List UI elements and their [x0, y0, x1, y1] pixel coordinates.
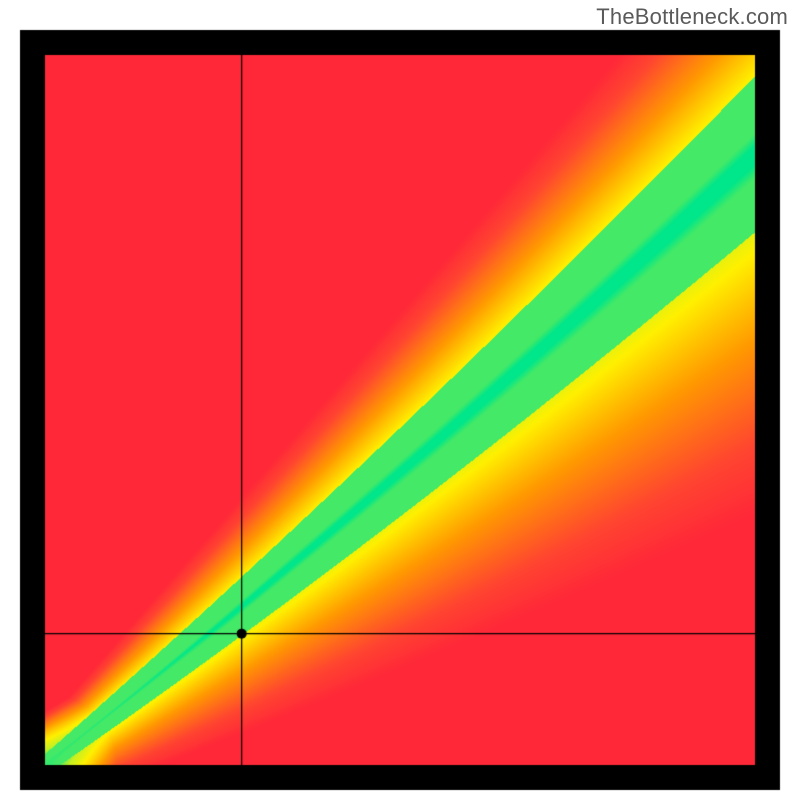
bottleneck-heatmap-canvas	[0, 0, 800, 800]
watermark-label: TheBottleneck.com	[596, 4, 788, 30]
chart-container: TheBottleneck.com	[0, 0, 800, 800]
